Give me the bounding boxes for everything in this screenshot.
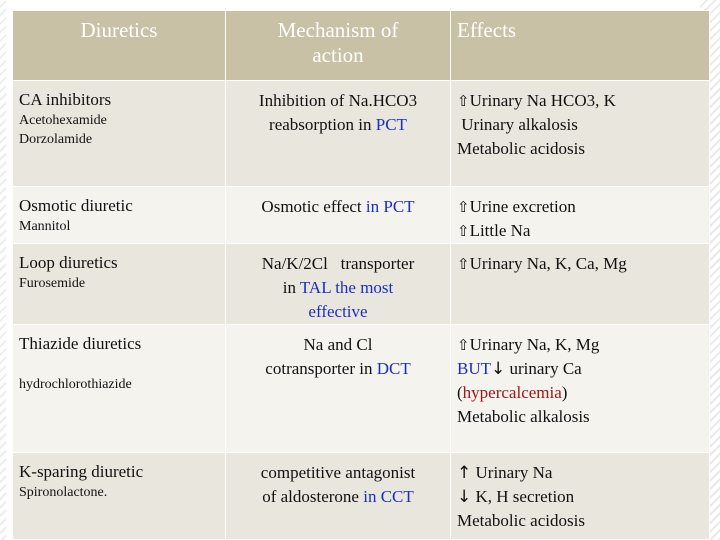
drug-example: Spironolactone. xyxy=(19,485,108,500)
mechanism-line: competitive antagonist xyxy=(260,463,416,482)
table-row-ca-inhibitors: CA inhibitors Acetohexamide Dorzolamide … xyxy=(12,80,710,187)
header-diuretics: Diuretics xyxy=(12,10,226,81)
drug-example: Acetohexamide xyxy=(19,113,107,128)
header-mechanism-line2: action xyxy=(312,43,364,67)
down-arrow-icon: ↓ xyxy=(457,487,472,507)
cell-effects: ⇧Urinary Na, K, Ca, Mg xyxy=(450,243,710,325)
mechanism-line: Na/K/2Cl transporter xyxy=(261,254,415,273)
drug-class: K-sparing diuretic xyxy=(19,462,144,481)
mechanism-line: of aldosterone in CCT xyxy=(230,485,446,509)
effect-line: Urinary alkalosis xyxy=(457,113,709,137)
effect-line: (hypercalcemia) xyxy=(457,381,709,405)
effect-line: ⇧Urinary Na HCO3, K xyxy=(457,89,709,113)
cell-drug: Osmotic diuretic Mannitol xyxy=(12,186,226,244)
mechanism-text: of aldosterone xyxy=(262,487,364,506)
cell-drug: CA inhibitors Acetohexamide Dorzolamide xyxy=(12,80,226,187)
table-header-row: Diuretics Mechanism of action Effects xyxy=(12,10,710,81)
header-effects: Effects xyxy=(450,10,710,81)
effect-line: ⇧Urine excretion xyxy=(457,195,709,219)
drug-example: Furosemide xyxy=(19,276,86,291)
drug-class: Loop diuretics xyxy=(19,253,118,272)
drug-example: hydrochlorothiazide xyxy=(19,377,132,392)
cell-effects: ⇧Urinary Na, K, Mg BUT↓ urinary Ca (hype… xyxy=(450,324,710,453)
cell-effects: ⇧Urinary Na HCO3, K Urinary alkalosis Me… xyxy=(450,80,710,187)
table-row-thiazide: Thiazide diuretics hydrochlorothiazide N… xyxy=(12,324,710,453)
up-arrow-icon: ⇧ xyxy=(457,336,470,354)
effect-line: ↓ K, H secretion xyxy=(457,485,709,509)
cell-drug: Loop diuretics Furosemide xyxy=(12,243,226,325)
effect-but: BUT xyxy=(457,359,491,378)
header-mechanism: Mechanism of action xyxy=(225,10,451,81)
mechanism-text: in xyxy=(282,278,300,297)
effect-line: ↑ Urinary Na xyxy=(457,461,709,485)
effect-line: ⇧Little Na xyxy=(457,219,709,243)
mechanism-line: reabsorption in PCT xyxy=(230,113,446,137)
drug-class: Osmotic diuretic xyxy=(19,196,133,215)
effect-line: Metabolic acidosis xyxy=(457,511,585,530)
effect-paren: ) xyxy=(561,383,568,402)
spacer xyxy=(19,355,225,375)
effect-hypercalcemia: hypercalcemia xyxy=(462,383,562,402)
mechanism-line: effective xyxy=(308,302,368,321)
cell-mechanism: Na/K/2Cl transporter in TAL the most eff… xyxy=(225,243,451,325)
mechanism-line: Na and Cl xyxy=(303,335,373,354)
effect-text: urinary Ca xyxy=(505,359,582,378)
table-row-k-sparing: K-sparing diuretic Spironolactone. compe… xyxy=(12,452,710,540)
effect-text: Little Na xyxy=(469,221,531,240)
effect-line: Metabolic alkalosis xyxy=(457,407,590,426)
effect-text: Urine excretion xyxy=(469,197,576,216)
mechanism-text: reabsorption in xyxy=(269,115,376,134)
mechanism-line: Osmotic effect in PCT xyxy=(230,195,446,219)
mechanism-text: cotransporter in xyxy=(265,359,377,378)
cell-drug: Thiazide diuretics hydrochlorothiazide xyxy=(12,324,226,453)
effect-paren: ( xyxy=(457,383,463,402)
effect-text: Urinary Na xyxy=(471,463,553,482)
mechanism-site: PCT xyxy=(375,115,407,134)
mechanism-line: Inhibition of Na.HCO3 xyxy=(258,91,418,110)
cell-drug: K-sparing diuretic Spironolactone. xyxy=(12,452,226,540)
mechanism-site: TAL the most xyxy=(299,278,394,297)
cell-mechanism: Osmotic effect in PCT xyxy=(225,186,451,244)
effect-text: Urinary alkalosis xyxy=(461,115,578,134)
effect-line: Metabolic acidosis xyxy=(457,139,585,158)
effect-text: Urinary Na, K, Ca, Mg xyxy=(469,254,627,273)
effect-line: ⇧Urinary Na, K, Mg xyxy=(457,333,709,357)
diuretics-table: Diuretics Mechanism of action Effects CA… xyxy=(12,10,710,540)
cell-effects: ⇧Urine excretion ⇧Little Na xyxy=(450,186,710,244)
drug-class: CA inhibitors xyxy=(19,90,112,109)
mechanism-site: in PCT xyxy=(365,197,415,216)
up-arrow-icon: ⇧ xyxy=(457,92,470,110)
mechanism-site: in CCT xyxy=(363,487,414,506)
down-arrow-icon: ↓ xyxy=(491,359,506,379)
drug-example: Dorzolamide xyxy=(19,132,93,147)
cell-mechanism: competitive antagonist of aldosterone in… xyxy=(225,452,451,540)
drug-class: Thiazide diuretics xyxy=(19,334,142,353)
effect-text: K, H secretion xyxy=(471,487,575,506)
up-arrow-icon: ⇧ xyxy=(457,255,470,273)
table-row-osmotic: Osmotic diuretic Mannitol Osmotic effect… xyxy=(12,186,710,244)
up-arrow-icon: ⇧ xyxy=(457,222,470,240)
mechanism-site: DCT xyxy=(376,359,411,378)
mechanism-line: in TAL the most xyxy=(230,276,446,300)
effect-line: ⇧Urinary Na, K, Ca, Mg xyxy=(457,252,709,276)
up-arrow-icon: ↑ xyxy=(457,463,472,483)
effect-line: BUT↓ urinary Ca xyxy=(457,357,709,381)
drug-example: Mannitol xyxy=(19,219,71,234)
up-arrow-icon: ⇧ xyxy=(457,198,470,216)
mechanism-line: cotransporter in DCT xyxy=(230,357,446,381)
effect-text: Urinary Na, K, Mg xyxy=(469,335,600,354)
header-mechanism-line1: Mechanism of xyxy=(277,18,399,42)
cell-mechanism: Inhibition of Na.HCO3 reabsorption in PC… xyxy=(225,80,451,187)
effect-text: Urinary Na HCO3, K xyxy=(469,91,616,110)
mechanism-text: Osmotic effect xyxy=(261,197,366,216)
left-stripe-decoration xyxy=(0,0,6,540)
cell-effects: ↑ Urinary Na ↓ K, H secretion Metabolic … xyxy=(450,452,710,540)
cell-mechanism: Na and Cl cotransporter in DCT xyxy=(225,324,451,453)
table-row-loop: Loop diuretics Furosemide Na/K/2Cl trans… xyxy=(12,243,710,325)
